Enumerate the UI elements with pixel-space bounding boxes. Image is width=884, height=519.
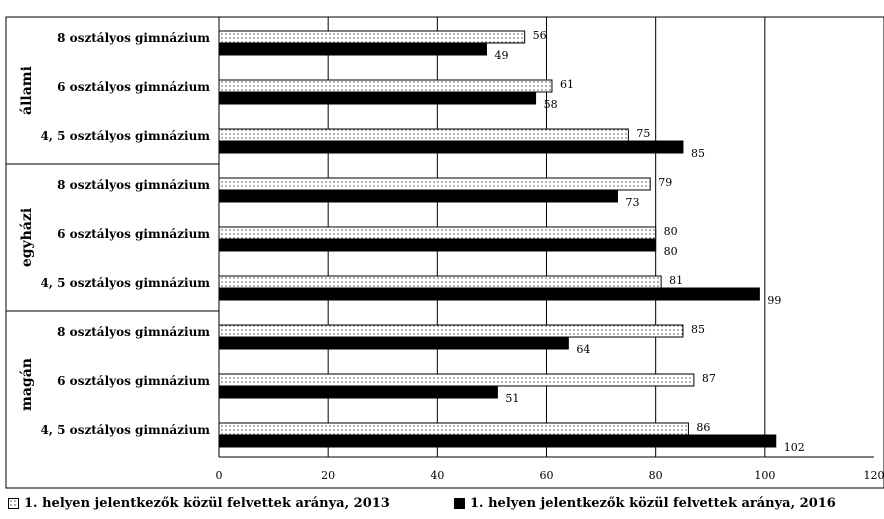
data-label-2013: 61 <box>560 78 574 91</box>
bar-2016 <box>218 189 618 203</box>
x-tick-label: 0 <box>216 469 223 482</box>
legend-label-2016: 1. helyen jelentkezők közül felvettek ar… <box>470 496 836 511</box>
data-label-2013: 56 <box>533 29 547 42</box>
data-label-2013: 75 <box>636 127 650 140</box>
data-label-2016: 73 <box>625 196 639 209</box>
chart-frame <box>5 16 884 489</box>
legend-item-2016: 1. helyen jelentkezők közül felvettek ar… <box>454 496 836 511</box>
data-label-2013: 80 <box>664 225 678 238</box>
data-label-2016: 58 <box>544 98 558 111</box>
category-label: 8 osztályos gimnázium <box>57 325 210 339</box>
data-label-2016: 51 <box>505 392 519 405</box>
group-label: magán <box>19 358 35 411</box>
x-tick-label: 60 <box>540 469 554 482</box>
bar-2013 <box>218 373 695 387</box>
group-label: állami <box>19 66 35 115</box>
category-label: 8 osztályos gimnázium <box>57 178 210 192</box>
category-label: 6 osztályos gimnázium <box>57 374 210 388</box>
data-label-2013: 85 <box>691 323 705 336</box>
bar-2013 <box>218 324 684 338</box>
bar-2016 <box>218 238 657 252</box>
bar-2013 <box>218 422 689 436</box>
bar-2013 <box>218 226 657 240</box>
bar-2013 <box>218 79 553 93</box>
legend: 1. helyen jelentkezők közül felvettek ar… <box>0 496 884 516</box>
legend-item-2013: 1. helyen jelentkezők közül felvettek ar… <box>8 496 390 511</box>
bar-2013 <box>218 128 629 142</box>
category-label: 4, 5 osztályos gimnázium <box>40 276 210 290</box>
data-label-2016: 80 <box>664 245 678 258</box>
category-label: 4, 5 osztályos gimnázium <box>40 423 210 437</box>
data-label-2013: 81 <box>669 274 683 287</box>
bar-2016 <box>218 336 569 350</box>
x-tick-label: 120 <box>864 469 884 482</box>
group-label: egyházi <box>19 208 35 267</box>
x-tick-label: 80 <box>649 469 663 482</box>
category-label: 4, 5 osztályos gimnázium <box>40 129 210 143</box>
category-label: 6 osztályos gimnázium <box>57 227 210 241</box>
bar-2013 <box>218 275 662 289</box>
data-label-2016: 64 <box>576 343 590 356</box>
legend-swatch-2013 <box>8 498 19 509</box>
legend-label-2013: 1. helyen jelentkezők közül felvettek ar… <box>24 496 390 511</box>
bar-2016 <box>218 385 498 399</box>
bar-2016 <box>218 287 760 301</box>
x-tick-label: 100 <box>754 469 775 482</box>
category-label: 6 osztályos gimnázium <box>57 80 210 94</box>
bar-2016 <box>218 434 777 448</box>
data-label-2016: 102 <box>784 441 805 454</box>
legend-swatch-2016 <box>454 498 465 509</box>
bar-2016 <box>218 91 537 105</box>
data-label-2016: 99 <box>767 294 781 307</box>
data-label-2013: 87 <box>702 372 716 385</box>
bar-2013 <box>218 30 526 44</box>
data-label-2013: 86 <box>696 421 710 434</box>
bar-2016 <box>218 140 684 154</box>
data-label-2013: 79 <box>658 176 672 189</box>
data-label-2016: 49 <box>494 49 508 62</box>
x-tick-label: 40 <box>430 469 444 482</box>
x-tick-label: 20 <box>321 469 335 482</box>
bar-2013 <box>218 177 651 191</box>
data-label-2016: 85 <box>691 147 705 160</box>
bar-2016 <box>218 42 487 56</box>
category-label: 8 osztályos gimnázium <box>57 31 210 45</box>
